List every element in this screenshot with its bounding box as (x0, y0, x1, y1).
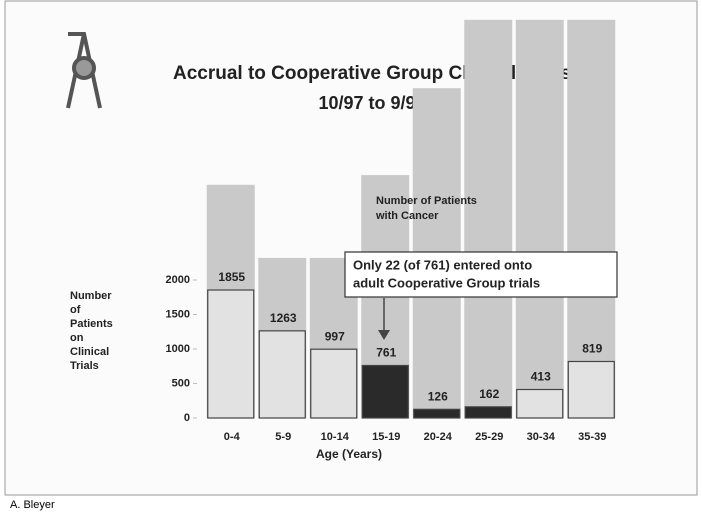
y-tick-label: 1500 (166, 308, 190, 320)
x-tick-label: 10-14 (321, 431, 350, 443)
trial-bar (464, 406, 512, 419)
y-tick-label: 1000 (166, 343, 190, 355)
data-label: 997 (325, 329, 345, 343)
credit: A. Bleyer (10, 499, 55, 511)
trial-bar (567, 360, 615, 419)
y-tick-label: 2000 (166, 274, 190, 286)
annotation: Only 22 (of 761) entered onto (353, 257, 532, 272)
x-tick-label: 0-4 (224, 431, 241, 443)
data-label: 1855 (218, 270, 245, 284)
annotation: Number of Patients (376, 195, 477, 207)
trial-bar (516, 388, 564, 419)
data-label: 761 (376, 346, 396, 360)
chart-subtitle: 10/97 to 9/98 (318, 93, 425, 113)
trial-bar (258, 330, 306, 419)
data-label: 819 (582, 342, 602, 356)
cancer-bar (515, 19, 564, 419)
arrow-head (378, 330, 390, 340)
y-tick-label: 0 (184, 412, 190, 424)
y-tick-label: 500 (172, 377, 190, 389)
data-label: 162 (479, 387, 499, 401)
trial-bar (310, 348, 358, 419)
trial-bar (413, 408, 461, 419)
x-tick-label: 25-29 (475, 431, 503, 443)
annotation-box (344, 251, 618, 298)
trial-bar (361, 364, 409, 419)
y-axis-title: Patients (70, 318, 113, 330)
cancer-bar (567, 19, 616, 419)
y-axis-title: Number (70, 290, 112, 302)
annotation: adult Cooperative Group trials (353, 275, 540, 290)
logo (66, 32, 102, 109)
trial-bar (207, 289, 255, 419)
x-axis-title: Age (Years) (316, 447, 382, 461)
x-tick-label: 20-24 (424, 431, 453, 443)
x-tick-label: 15-19 (372, 431, 400, 443)
x-tick-label: 30-34 (527, 431, 556, 443)
y-axis-title: Clinical (70, 346, 109, 358)
x-tick-label: 5-9 (275, 431, 291, 443)
y-axis-title: Trials (70, 360, 99, 372)
data-label: 1263 (270, 311, 297, 325)
data-label: 126 (428, 389, 448, 403)
x-tick-label: 35-39 (578, 431, 606, 443)
annotation: with Cancer (375, 210, 439, 222)
data-label: 413 (531, 370, 551, 384)
y-axis-title: on (70, 332, 84, 344)
y-axis-title: of (70, 304, 81, 316)
cancer-bar (464, 19, 513, 419)
